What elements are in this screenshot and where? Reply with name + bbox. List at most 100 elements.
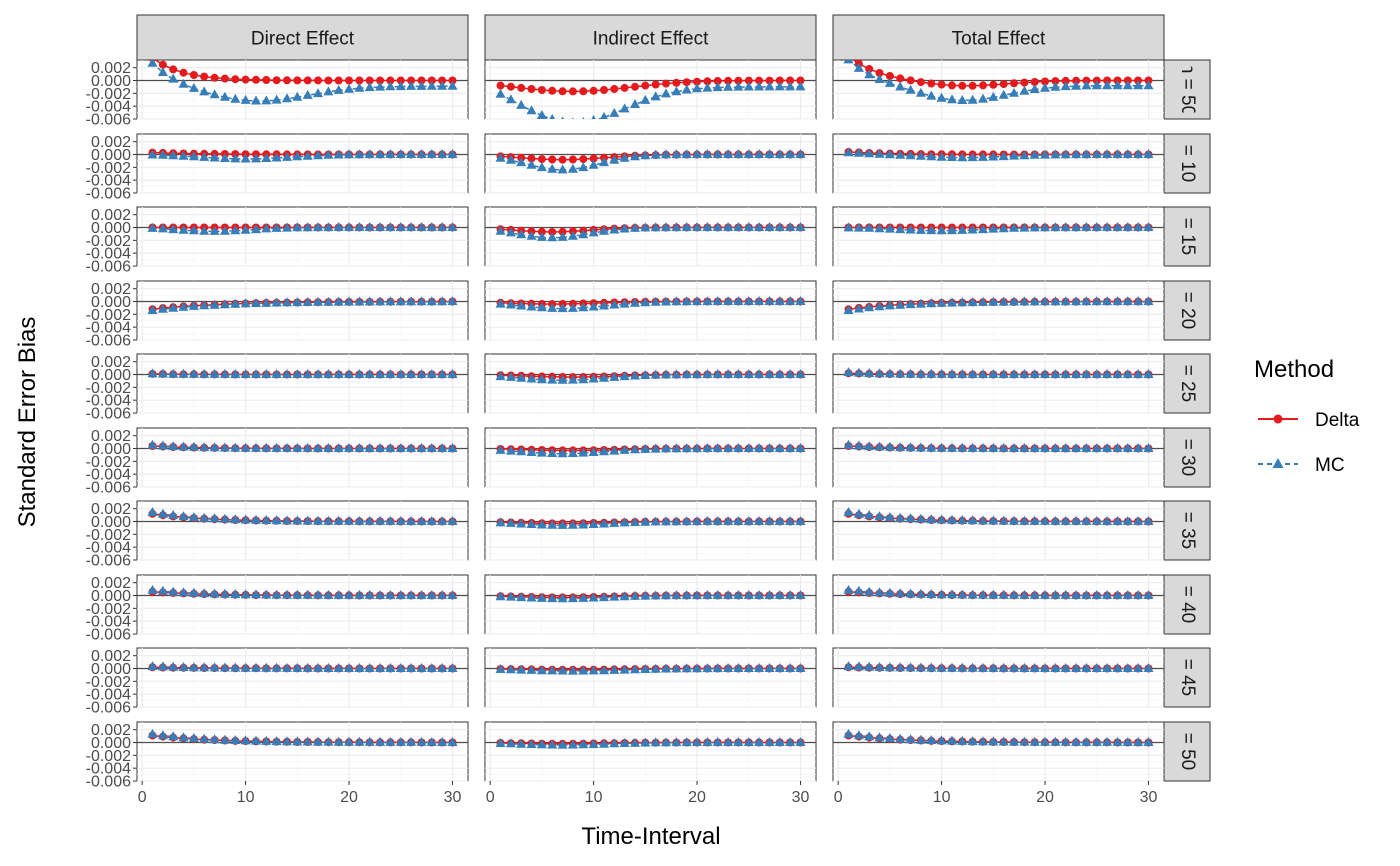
data-point-mc	[764, 81, 775, 91]
data-point-mc	[1143, 149, 1154, 158]
data-point-mc	[178, 511, 189, 521]
data-point-mc	[764, 516, 775, 525]
data-point-mc	[702, 82, 713, 92]
data-point-mc	[588, 301, 599, 311]
data-point-mc	[282, 151, 292, 161]
data-point-mc	[905, 513, 916, 523]
data-point-mc	[905, 224, 916, 234]
data-point-mc	[385, 590, 396, 599]
data-point-mc	[505, 591, 516, 601]
data-point-mc	[988, 442, 999, 452]
data-point-mc	[1019, 736, 1030, 746]
data-point-mc	[650, 369, 661, 379]
data-point-mc	[723, 81, 734, 91]
data-point-mc	[743, 663, 754, 672]
data-point-mc	[447, 663, 458, 672]
data-point-mc	[895, 588, 906, 598]
data-point-mc	[199, 368, 210, 378]
data-point-mc	[1009, 662, 1019, 672]
data-point-mc	[1019, 222, 1030, 232]
data-point-mc	[957, 589, 968, 599]
data-point-mc	[292, 297, 303, 307]
series-group	[843, 147, 1154, 162]
panel-indirect-effect-n-200	[484, 280, 817, 341]
series-group	[147, 584, 458, 600]
data-point-mc	[1112, 663, 1123, 672]
data-point-mc	[313, 736, 323, 746]
data-point-mc	[1122, 296, 1133, 306]
data-point-mc	[967, 736, 978, 746]
data-point-mc	[251, 662, 261, 672]
x-tick-label: 20	[340, 789, 358, 806]
data-point-mc	[271, 222, 282, 232]
data-point-mc	[1009, 443, 1019, 452]
data-point-mc	[230, 298, 241, 308]
data-point-mc	[764, 222, 775, 231]
y-tick-label: -0.006	[86, 333, 131, 350]
data-point-mc	[936, 589, 947, 599]
data-point-mc	[426, 590, 437, 599]
legend-entry-delta: Delta	[1258, 410, 1360, 431]
y-tick-label: 0.002	[91, 207, 131, 224]
data-point-mc	[764, 149, 775, 158]
y-tick-label: -0.006	[86, 259, 131, 276]
data-point-mc	[547, 232, 558, 242]
panel-total-effect-n-500: 0 10 20 30	[832, 721, 1165, 806]
data-point-mc	[547, 519, 558, 529]
data-point-delta	[620, 83, 629, 92]
data-point-mc	[884, 368, 895, 378]
data-point-mc	[785, 737, 796, 746]
data-point-mc	[1060, 515, 1071, 525]
series-group	[843, 367, 1154, 379]
data-point-mc	[567, 448, 578, 457]
data-point-mc	[1009, 87, 1019, 97]
data-point-mc	[416, 516, 427, 525]
data-point-mc	[936, 735, 947, 745]
data-point-mc	[147, 584, 158, 594]
data-point-mc	[199, 86, 210, 96]
data-point-delta	[948, 81, 956, 90]
data-point-mc	[302, 222, 313, 232]
data-point-mc	[650, 516, 661, 526]
data-point-mc	[1019, 85, 1030, 95]
series-group	[843, 661, 1154, 673]
data-point-mc	[354, 369, 365, 378]
data-point-mc	[864, 69, 875, 79]
data-point-mc	[754, 81, 765, 91]
panel-total-effect-n-200	[832, 280, 1165, 341]
data-point-mc	[853, 62, 864, 72]
data-point-mc	[681, 443, 692, 453]
data-point-mc	[884, 587, 895, 597]
series-group	[147, 661, 458, 673]
data-point-delta	[220, 74, 229, 83]
data-point-mc	[375, 81, 386, 91]
data-point-mc	[354, 149, 365, 159]
data-point-mc	[1112, 296, 1123, 306]
data-point-mc	[915, 87, 926, 97]
data-point-mc	[843, 60, 854, 64]
data-point-mc	[743, 516, 754, 525]
data-point-mc	[640, 664, 651, 673]
data-point-mc	[905, 588, 916, 598]
data-point-delta	[662, 79, 670, 88]
series-group	[495, 590, 806, 603]
data-point-mc	[774, 516, 785, 525]
panel-background	[832, 280, 1165, 341]
data-point-mc	[251, 95, 261, 105]
data-point-mc	[723, 443, 734, 452]
data-point-delta	[937, 80, 946, 89]
y-tick-label: 0.002	[91, 281, 131, 298]
data-point-mc	[998, 151, 1009, 161]
data-point-delta	[734, 76, 743, 85]
data-point-mc	[375, 149, 386, 159]
data-point-mc	[764, 369, 775, 378]
data-point-mc	[505, 371, 516, 381]
data-point-mc	[495, 88, 506, 98]
panel-background	[136, 574, 469, 635]
row-strip-label-n-200: = 20	[1177, 292, 1198, 330]
data-point-mc	[957, 152, 968, 162]
data-point-mc	[209, 734, 220, 744]
data-point-delta	[314, 76, 322, 85]
data-point-mc	[864, 661, 875, 671]
